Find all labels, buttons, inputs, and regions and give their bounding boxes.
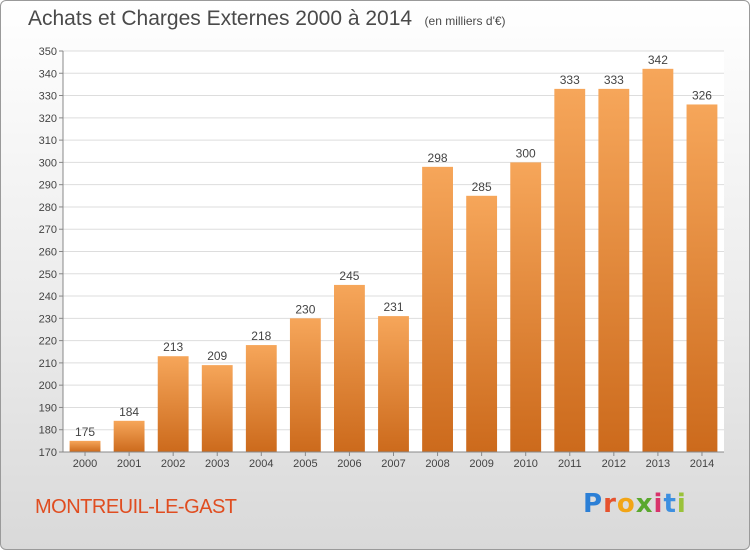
data-label: 245 [339, 269, 359, 283]
bar [201, 365, 233, 452]
y-tick-label: 180 [39, 425, 57, 437]
x-tick-label: 2004 [249, 458, 273, 470]
data-label: 298 [428, 151, 448, 165]
data-label: 218 [251, 329, 271, 343]
y-axis-ticks: 170 180 190 200 210 220 230 240 250 260 270 280 290 3… [39, 46, 63, 459]
data-label: 231 [383, 300, 403, 314]
x-tick-label: 2007 [381, 458, 405, 470]
data-label: 326 [692, 88, 712, 102]
chart-title: Achats et Charges Externes 2000 à 2014 [28, 7, 413, 30]
data-label: 300 [516, 146, 536, 160]
bar [157, 356, 189, 452]
bar [113, 420, 145, 452]
bar [245, 345, 277, 452]
x-tick-label: 2003 [205, 458, 229, 470]
data-label: 342 [648, 53, 668, 67]
location-label: MONTREUIL-LE-GAST [35, 496, 237, 518]
x-tick-label: 2009 [469, 458, 493, 470]
bar [686, 104, 718, 452]
y-tick-label: 310 [39, 135, 57, 147]
data-label: 209 [207, 349, 227, 363]
x-tick-label: 2010 [513, 458, 537, 470]
y-tick-label: 230 [39, 313, 57, 325]
y-tick-label: 200 [39, 380, 57, 392]
data-label: 213 [163, 340, 183, 354]
x-tick-label: 2012 [602, 458, 626, 470]
bar [422, 166, 453, 452]
bars [69, 68, 718, 453]
bar [378, 316, 409, 452]
x-tick-label: 2011 [558, 458, 582, 470]
bar [334, 284, 365, 452]
y-tick-label: 300 [39, 157, 57, 169]
x-tick-label: 2002 [161, 458, 185, 470]
x-tick-label: 2013 [646, 458, 670, 470]
proxiti-logo: Proxiti [583, 489, 687, 519]
bar [598, 88, 630, 452]
y-tick-label: 260 [39, 247, 57, 259]
bar [289, 318, 321, 452]
y-tick-label: 290 [39, 180, 57, 192]
bar [642, 68, 674, 453]
y-tick-label: 270 [39, 224, 57, 236]
y-tick-label: 170 [39, 447, 57, 459]
data-label: 184 [119, 405, 139, 419]
x-tick-label: 2014 [690, 458, 714, 470]
data-label: 175 [75, 425, 95, 439]
bar [554, 88, 586, 452]
title-row: Achats et Charges Externes 2000 à 2014 (… [28, 7, 506, 31]
y-tick-label: 210 [39, 358, 57, 370]
y-tick-label: 320 [39, 113, 57, 125]
x-tick-label: 2008 [425, 458, 449, 470]
x-axis-ticks: 2000 2001 2002 2003 2004 2005 2006 2007 2008 2009… [73, 452, 714, 470]
data-label: 230 [295, 302, 315, 316]
y-tick-label: 240 [39, 291, 57, 303]
x-tick-label: 2001 [117, 458, 141, 470]
y-tick-label: 340 [39, 68, 57, 80]
data-label: 333 [604, 73, 624, 87]
bar [510, 162, 542, 452]
y-tick-label: 330 [39, 91, 57, 103]
data-label: 333 [560, 73, 580, 87]
y-tick-label: 220 [39, 336, 57, 348]
chart-subtitle: (en milliers d'€) [424, 14, 506, 28]
y-tick-label: 250 [39, 269, 57, 281]
y-tick-label: 190 [39, 402, 57, 414]
y-tick-label: 280 [39, 202, 57, 214]
x-tick-label: 2006 [337, 458, 361, 470]
bar [69, 440, 101, 452]
x-tick-label: 2005 [293, 458, 317, 470]
x-tick-label: 2000 [73, 458, 97, 470]
y-tick-label: 350 [39, 46, 57, 58]
bar [466, 195, 498, 453]
data-labels: 175 184 213 209 218 230 245 231 298 285 300 333 333 3… [75, 53, 712, 439]
data-label: 285 [472, 180, 492, 194]
